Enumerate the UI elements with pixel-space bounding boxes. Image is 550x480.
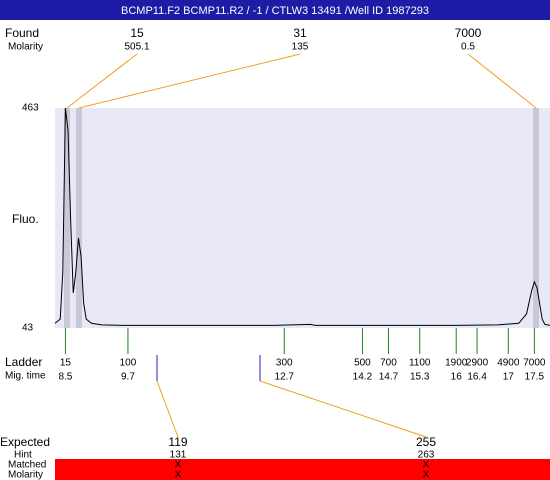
- ladder-size: 1100: [409, 358, 431, 369]
- expected-connector: [259, 380, 427, 438]
- found-size: 7000: [455, 26, 482, 40]
- peak-connector: [78, 53, 301, 109]
- expected-molarity: X: [423, 470, 430, 480]
- ladder-size: 700: [380, 358, 397, 369]
- expected-size: 255: [416, 435, 436, 449]
- ladder-time: 14.7: [379, 372, 399, 383]
- ladder-time: 17: [503, 372, 515, 383]
- ladder-time: 16.4: [467, 372, 487, 383]
- ladder-size: 15: [60, 358, 72, 369]
- found-label: Found: [5, 26, 39, 40]
- expected-connector: [156, 380, 179, 438]
- peak-band: [533, 108, 539, 328]
- found-molarity: 135: [292, 42, 309, 53]
- found-size: 15: [130, 26, 144, 40]
- ladder-time: 15.3: [410, 372, 430, 383]
- y-label: Fluo.: [12, 212, 39, 226]
- found-molarity: 505.1: [124, 42, 149, 53]
- y-tick-label: 43: [22, 323, 34, 334]
- ladder-size: 100: [120, 358, 137, 369]
- found-size: 31: [293, 26, 307, 40]
- ladder-label: Ladder: [5, 355, 42, 369]
- ladder-time: 8.5: [58, 372, 72, 383]
- expected-matched: X: [175, 460, 182, 471]
- expected-molarity: X: [175, 470, 182, 480]
- expected-hint: 131: [170, 450, 187, 461]
- expected-hint: 263: [418, 450, 435, 461]
- trace: [54, 107, 550, 326]
- ladder-time: 9.7: [121, 372, 135, 383]
- title-bar: [0, 0, 550, 20]
- peak-connector: [66, 53, 138, 109]
- ladder-size: 4900: [497, 358, 520, 369]
- expected-label: Expected: [0, 435, 50, 449]
- ladder-time: 16: [451, 372, 463, 383]
- peak-band: [64, 108, 70, 328]
- mig-time-label: Mig. time: [5, 371, 46, 382]
- ladder-size: 2900: [466, 358, 489, 369]
- ladder-time: 14.2: [353, 372, 373, 383]
- ladder-size: 7000: [523, 358, 546, 369]
- title: BCMP11.F2 BCMP11.R2 / -1 / CTLW3 13491 /…: [121, 5, 429, 17]
- ladder-time: 12.7: [275, 372, 295, 383]
- matched-bar: [55, 459, 550, 480]
- ladder-size: 500: [354, 358, 371, 369]
- ladder-size: 300: [276, 358, 293, 369]
- ladder-size: 1900: [445, 358, 468, 369]
- peak-band: [76, 108, 82, 328]
- matched-label: Matched: [8, 460, 46, 471]
- y-tick-label: 463: [22, 103, 39, 114]
- found-molarity: 0.5: [461, 42, 475, 53]
- molarity-label: Molarity: [8, 470, 43, 480]
- ladder-time: 17.5: [525, 372, 545, 383]
- expected-matched: X: [423, 460, 430, 471]
- hint-label: Hint: [14, 450, 32, 461]
- plot-area: [55, 108, 550, 328]
- molarity-label: Molarity: [8, 42, 43, 53]
- expected-size: 119: [168, 435, 187, 449]
- peak-connector: [467, 53, 537, 109]
